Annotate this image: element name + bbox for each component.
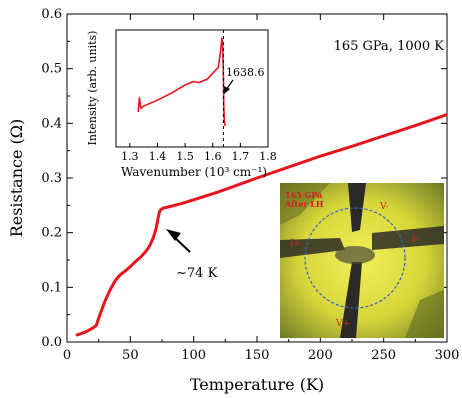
inset-x-tick-label: 1.4 <box>149 150 167 163</box>
series-line <box>75 113 447 337</box>
y-tick-label: 0.1 <box>41 280 62 295</box>
inset-x-tick-label: 1.6 <box>204 150 222 163</box>
gasket-circle <box>304 207 406 309</box>
inset-x-tick-label: 1.3 <box>121 150 139 163</box>
inset-axis-ticks: 1.3 1.4 1.5 1.6 1.7 1.8 <box>121 143 277 163</box>
inset-y-axis-label: Intensity (arb. units) <box>86 31 99 146</box>
y-tick-label: 0.2 <box>41 226 62 241</box>
inset-series-line <box>137 37 226 127</box>
x-tick-label: 0 <box>63 348 71 363</box>
electrode-label-i-minus: I- <box>412 235 419 245</box>
inset-x-tick-label: 1.8 <box>259 150 277 163</box>
y-tick-label: 0.0 <box>41 335 62 350</box>
x-tick-label: 300 <box>435 348 460 363</box>
main-axis-ticks: 0 50 100 150 200 250 300 0.0 0.1 0.2 0.3 0.4 0.5 0.6 <box>41 7 459 363</box>
sample-photo-inset: 165 GPa After LH V- I+ I- V+ <box>280 183 444 338</box>
transition-annotation: ~74 K <box>176 266 218 281</box>
inset-peak-arrow <box>224 79 234 94</box>
electrode-left <box>280 238 345 258</box>
electrode-right <box>372 226 444 250</box>
electrode-label-i-plus: I+ <box>290 239 301 249</box>
inset-x-tick-label: 1.5 <box>176 150 194 163</box>
x-axis-label: Temperature (K) <box>190 375 324 394</box>
x-tick-label: 150 <box>245 348 270 363</box>
y-tick-label: 0.3 <box>41 171 62 186</box>
x-tick-label: 50 <box>122 348 139 363</box>
transition-arrow <box>166 229 191 253</box>
condition-annotation: 165 GPa, 1000 K <box>334 39 445 54</box>
y-axis-label: Resistance (Ω) <box>7 119 26 238</box>
inset-peak-label: 1638.6 <box>226 66 265 79</box>
y-tick-label: 0.4 <box>41 116 62 131</box>
inset-x-axis-label: Wavenumber (10³ cm⁻¹) <box>121 165 267 179</box>
y-tick-label: 0.6 <box>41 7 62 22</box>
electrode-label-v-plus: V+ <box>335 319 350 329</box>
electrode-bottom <box>340 262 362 338</box>
x-tick-label: 250 <box>371 348 396 363</box>
y-tick-label: 0.5 <box>41 62 62 77</box>
x-tick-label: 200 <box>308 348 333 363</box>
photo-caption-pressure: 165 GPa <box>285 190 322 200</box>
x-tick-label: 100 <box>181 348 206 363</box>
inset-x-tick-label: 1.7 <box>232 150 250 163</box>
electrode-label-v-minus: V- <box>379 202 389 212</box>
photo-caption-lh: After LH <box>284 199 324 209</box>
spectrum-inset: 1.3 1.4 1.5 1.6 1.7 1.8 1638.6 Wavenumber (10… <box>86 29 277 179</box>
inset-frame <box>115 29 269 148</box>
